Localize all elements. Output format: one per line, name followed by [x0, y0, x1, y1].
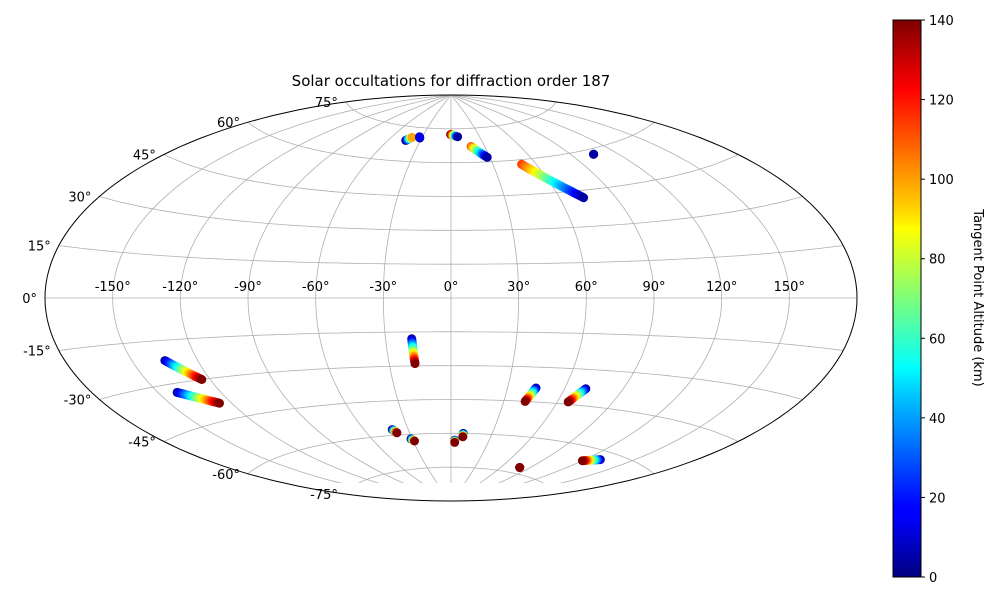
latitude-labels: -75° -60° -45° -30° -15° 0° 15° 30° 45° 60° 75°	[22, 96, 338, 503]
data-point	[197, 375, 207, 384]
lat-tick-label: -60°	[212, 468, 240, 483]
colorbar-tick-label: 120	[929, 94, 954, 109]
data-point	[579, 193, 589, 203]
parallel-line	[247, 432, 655, 475]
lon-tick-label: -30°	[369, 280, 397, 295]
parallel-line	[247, 121, 655, 164]
data-point	[515, 463, 525, 472]
colorbar-ticks: 0 20 40 60 80 100 120 140	[921, 14, 954, 586]
lon-tick-label: -150°	[95, 280, 131, 295]
parallel-line	[58, 245, 844, 265]
data-points	[160, 130, 605, 472]
chart-title: Solar occultations for diffraction order…	[292, 72, 611, 90]
data-point	[392, 428, 402, 438]
lon-tick-label: -60°	[302, 280, 330, 295]
longitude-labels: -150° -120° -90° -60° -30° 0° 30° 60° 90° 120° 150…	[95, 280, 805, 295]
colorbar-tick-label: 60	[929, 332, 946, 347]
lat-tick-label: -15°	[23, 345, 51, 360]
lon-tick-label: 120°	[706, 280, 737, 295]
lat-tick-label: 30°	[68, 191, 91, 206]
lat-tick-label: -75°	[310, 488, 338, 503]
colorbar-gradient	[892, 19, 922, 578]
data-point	[520, 396, 530, 406]
lat-tick-label: -30°	[64, 394, 92, 409]
lon-tick-label: -120°	[162, 280, 198, 295]
lon-tick-label: 0°	[444, 280, 459, 295]
colorbar-tick-label: 20	[929, 491, 946, 506]
data-point	[450, 437, 460, 447]
lon-tick-label: 150°	[774, 280, 805, 295]
lon-tick-label: -90°	[234, 280, 262, 295]
data-point	[453, 132, 463, 142]
lat-tick-label: 75°	[315, 96, 338, 111]
colorbar-label: Tangent Point Altitude (km)	[970, 208, 985, 386]
lat-tick-label: 0°	[22, 292, 37, 307]
colorbar-tick-label: 80	[929, 253, 946, 268]
lat-tick-label: -45°	[128, 436, 156, 451]
data-point	[482, 152, 492, 162]
data-point	[215, 398, 224, 408]
map-grid	[45, 95, 857, 483]
lon-tick-label: 60°	[575, 280, 598, 295]
map-outline	[44, 94, 858, 502]
parallel-line	[58, 331, 844, 351]
parallel-line	[99, 196, 803, 231]
parallel-line	[99, 365, 803, 400]
colorbar: 0 20 40 60 80 100 120 140 Tangent Point Altitud…	[892, 14, 985, 586]
lon-tick-label: 30°	[507, 280, 530, 295]
data-point	[407, 132, 417, 142]
data-point	[589, 149, 599, 159]
lon-tick-label: 90°	[642, 280, 665, 295]
data-point	[458, 432, 468, 442]
data-point	[577, 456, 587, 466]
colorbar-tick-label: 140	[929, 14, 954, 29]
colorbar-tick-label: 100	[929, 173, 954, 188]
data-point	[415, 132, 424, 142]
lat-tick-label: 15°	[28, 240, 51, 255]
colorbar-tick-label: 40	[929, 412, 946, 427]
colorbar-tick-label: 0	[929, 571, 937, 586]
parallel-line	[163, 154, 739, 197]
data-point	[410, 436, 419, 446]
lat-tick-label: 45°	[133, 149, 156, 164]
parallel-line	[358, 466, 544, 483]
lat-tick-label: 60°	[217, 116, 240, 131]
parallel-line	[163, 399, 739, 442]
parallel-line	[345, 101, 557, 130]
data-point	[563, 397, 573, 407]
data-point	[410, 359, 420, 369]
